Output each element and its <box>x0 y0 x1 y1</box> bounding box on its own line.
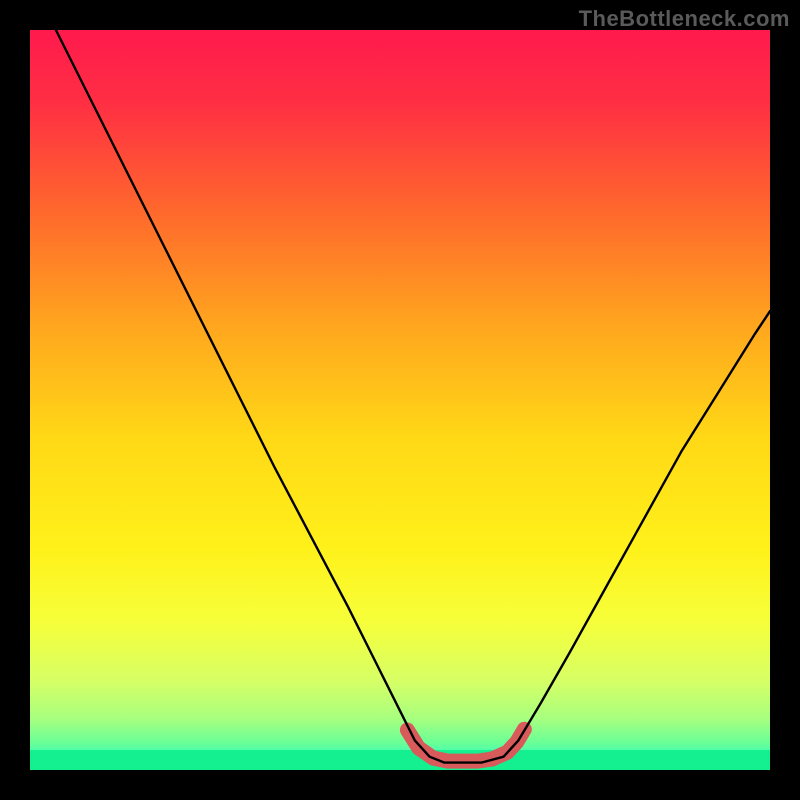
watermark-text: TheBottleneck.com <box>579 6 790 32</box>
plot-background <box>30 30 770 770</box>
plot-svg <box>30 30 770 770</box>
plot-area <box>30 30 770 770</box>
chart-frame: TheBottleneck.com <box>0 0 800 800</box>
green-band <box>30 750 770 770</box>
